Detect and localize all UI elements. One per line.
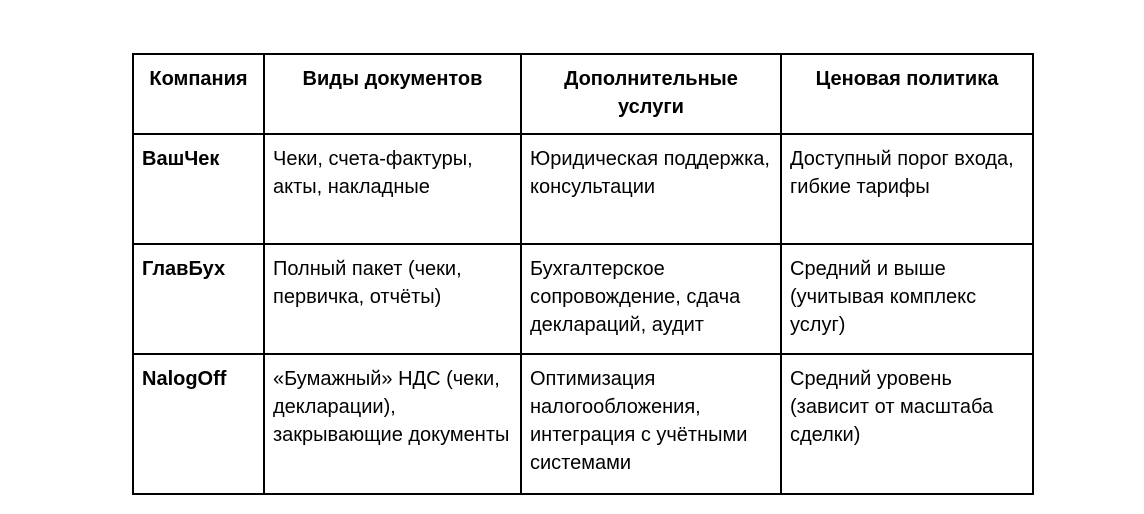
pricing-cell: Доступный порог входа, гибкие тарифы	[780, 133, 1034, 245]
header-row: Компания Виды документов Дополнительные …	[132, 53, 1034, 135]
column-header-pricing: Ценовая политика	[780, 53, 1034, 135]
company-comparison-table: Компания Виды документов Дополнительные …	[132, 53, 1034, 495]
column-header-services: Дополнительные услуги	[520, 53, 782, 135]
services-cell: Юридическая поддержка, консультации	[520, 133, 782, 245]
company-cell: ГлавБух	[132, 243, 265, 355]
services-cell: Бухгалтерское сопровождение, сдача декла…	[520, 243, 782, 355]
column-header-company: Компания	[132, 53, 265, 135]
table-row-nalogoff: NalogOff «Бумажный» НДС (чеки, деклараци…	[132, 353, 1034, 495]
table-row-vashchek: ВашЧек Чеки, счета-фактуры, акты, наклад…	[132, 133, 1034, 245]
pricing-cell: Средний уровень (зависит от масштаба сде…	[780, 353, 1034, 495]
column-header-documents: Виды документов	[263, 53, 522, 135]
company-cell: NalogOff	[132, 353, 265, 495]
documents-cell: «Бумажный» НДС (чеки, декларации), закры…	[263, 353, 522, 495]
pricing-cell: Средний и выше (учитывая комплекс услуг)	[780, 243, 1034, 355]
documents-cell: Полный пакет (чеки, первичка, отчёты)	[263, 243, 522, 355]
table-row-glavbukh: ГлавБух Полный пакет (чеки, первичка, от…	[132, 243, 1034, 355]
documents-cell: Чеки, счета-фактуры, акты, накладные	[263, 133, 522, 245]
company-cell: ВашЧек	[132, 133, 265, 245]
services-cell: Оптимизация налогообложения, интеграция …	[520, 353, 782, 495]
